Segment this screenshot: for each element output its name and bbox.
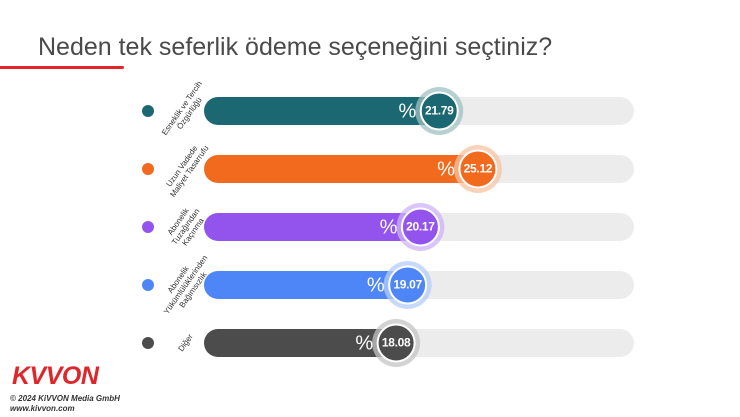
percent-sign: % <box>380 216 398 238</box>
category-dot <box>142 337 154 349</box>
category-label-line: Diğer <box>177 332 196 353</box>
category-dot <box>142 105 154 117</box>
website-line: www.kivvon.com <box>10 404 75 413</box>
value-badge <box>400 207 440 247</box>
percent-sign: % <box>367 274 385 296</box>
bar <box>204 213 439 241</box>
value-label: 21.79 <box>425 104 454 118</box>
value-badge <box>419 91 459 131</box>
bar <box>204 271 426 299</box>
percent-sign: % <box>437 158 455 180</box>
copyright-text: © 2024 KiVVON Media GmbH www.kivvon.com <box>10 394 120 414</box>
category-dot <box>142 221 154 233</box>
value-badge <box>458 149 498 189</box>
percent-sign: % <box>398 100 416 122</box>
category-label: Diğer <box>177 332 196 353</box>
category-dot <box>142 279 154 291</box>
value-label: 20.17 <box>406 220 435 234</box>
value-label: 25.12 <box>464 162 493 176</box>
bar <box>204 329 415 357</box>
chart-title: Neden tek seferlik ödeme seçeneğini seçt… <box>38 33 553 61</box>
category-dot <box>142 163 154 175</box>
title-underline <box>0 66 124 69</box>
bar <box>204 97 458 125</box>
percent-sign: % <box>355 332 373 354</box>
value-badge <box>388 265 428 305</box>
value-label: 19.07 <box>393 278 422 292</box>
value-badge <box>376 323 416 363</box>
bar <box>204 155 496 183</box>
copyright-line: © 2024 KiVVON Media GmbH <box>10 394 120 403</box>
kivvon-logo: KVVON <box>12 362 99 390</box>
value-label: 18.08 <box>382 336 411 350</box>
